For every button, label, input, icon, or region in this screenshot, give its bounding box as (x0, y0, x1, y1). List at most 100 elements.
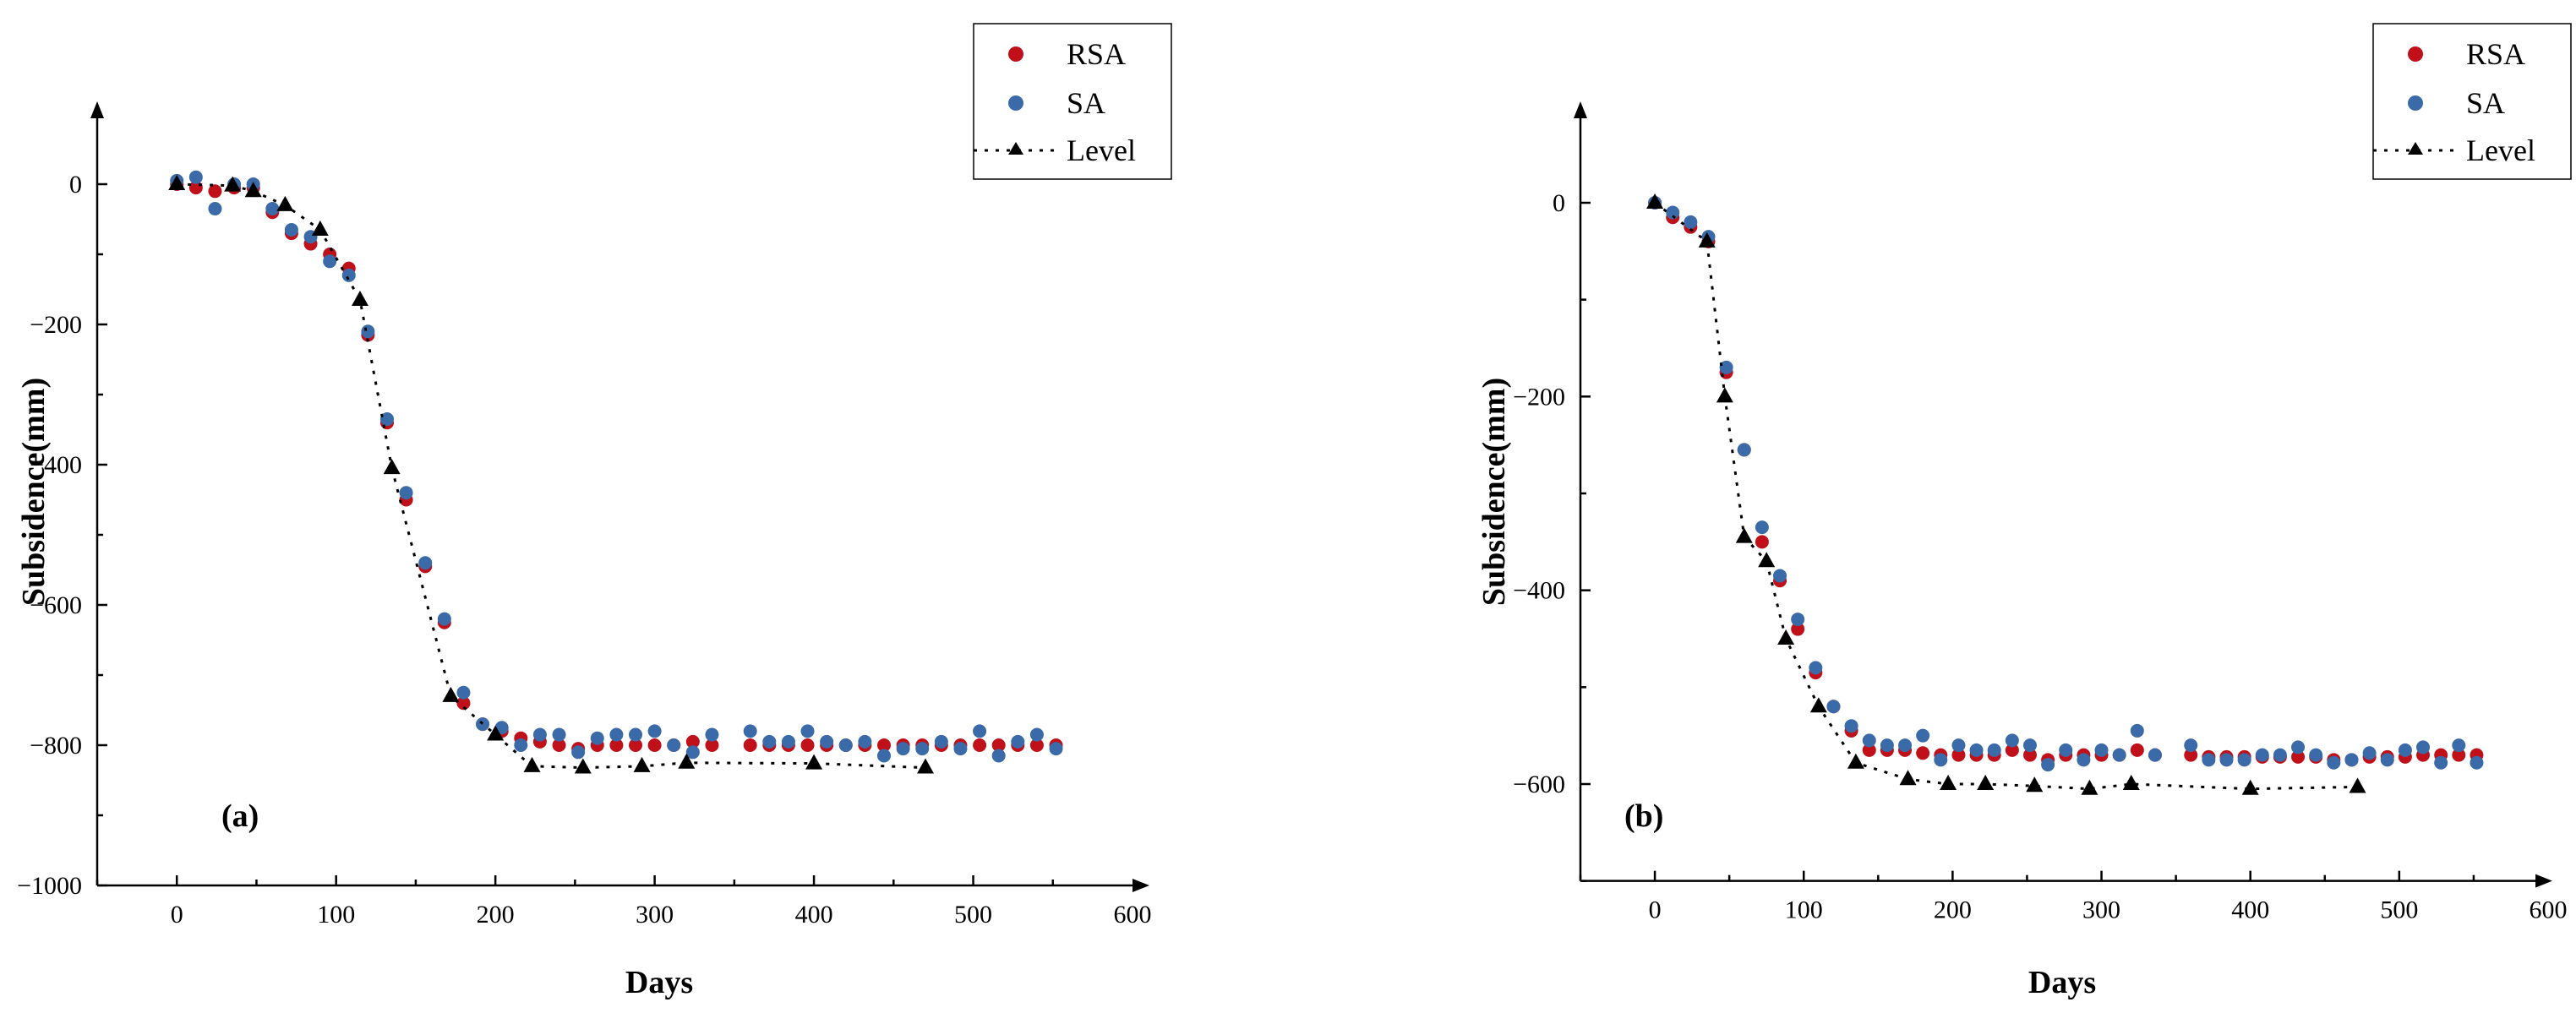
sa-point-a (552, 727, 566, 742)
sa-point-a (514, 738, 528, 752)
legend-level-marker-b (2408, 142, 2423, 155)
level-point-b (1809, 697, 1827, 713)
sa-point-b (2184, 738, 2198, 753)
legend-rsa-marker-a (1008, 46, 1023, 62)
panel-label-a: (a) (221, 798, 259, 834)
sa-point-b (2005, 733, 2019, 748)
sa-point-a (858, 734, 872, 749)
sa-point-b (2202, 753, 2216, 767)
level-point-b (2026, 776, 2044, 793)
sa-point-b (1684, 215, 1698, 229)
level-point-a (633, 756, 651, 772)
rsa-point-a (685, 734, 700, 749)
panel-label-b: (b) (1624, 798, 1663, 834)
sa-point-a (437, 612, 451, 626)
sa-point-a (781, 734, 795, 749)
rsa-point-b (2452, 748, 2466, 762)
sa-point-a (284, 222, 298, 237)
sa-point-b (2380, 753, 2394, 767)
legend-level-label-b: Level (2466, 133, 2535, 167)
level-point-b (2081, 779, 2098, 795)
sa-point-b (2077, 753, 2091, 767)
level-point-a (276, 195, 294, 211)
sa-point-a (647, 724, 662, 738)
rsa-point-b (1951, 748, 1966, 762)
level-point-b (1899, 770, 1917, 786)
x-tick-label-b: 600 (2530, 896, 2568, 924)
rsa-point-a (629, 738, 642, 752)
y-tick-label-b: −200 (1513, 383, 1565, 411)
sa-point-a (973, 724, 987, 738)
rsa-point-b (2005, 743, 2019, 757)
level-point-a (805, 754, 823, 770)
sa-point-b (1862, 733, 1876, 748)
rsa-point-b (2291, 749, 2306, 764)
sa-point-a (476, 717, 490, 732)
sa-point-a (609, 727, 624, 742)
level-point-b (1735, 527, 1753, 543)
legend-rsa-marker-b (2408, 46, 2423, 62)
rsa-point-a (705, 738, 719, 752)
rsa-point-b (1791, 622, 1805, 636)
sa-point-a (934, 734, 948, 749)
level-point-b (1847, 753, 1864, 769)
sa-point-b (2273, 748, 2287, 762)
sa-point-a (571, 745, 586, 760)
sa-point-b (1826, 700, 1841, 714)
level-point-a (168, 175, 186, 190)
level-point-a (244, 182, 262, 198)
sa-point-b (1916, 728, 1930, 743)
legend-level-marker-a (1008, 142, 1023, 155)
y-tick-label-a: −400 (30, 451, 82, 479)
sa-point-b (2148, 748, 2162, 762)
sa-point-a (629, 727, 642, 742)
x-axis-label-b: Days (2028, 965, 2096, 1000)
sa-point-b (1987, 743, 2001, 757)
sa-point-b (1773, 569, 1787, 583)
x-tick-label-a: 100 (317, 901, 355, 929)
rsa-point-b (1755, 535, 1769, 549)
series-level-line-b (1654, 201, 2358, 791)
y-tick-label-b: 0 (1553, 189, 1565, 217)
sa-point-a (361, 324, 375, 339)
x-tick-label-b: 300 (2082, 896, 2120, 924)
rsa-point-b (2022, 748, 2037, 762)
sa-point-a (743, 724, 757, 738)
y-tick-label-a: −800 (30, 732, 82, 760)
level-point-b (1940, 775, 1957, 790)
sa-point-b (2041, 758, 2055, 772)
rsa-point-a (552, 738, 566, 752)
x-tick-label-a: 300 (636, 901, 674, 929)
legend-sa-label-b: SA (2466, 86, 2505, 120)
level-point-a (311, 220, 329, 236)
sa-point-b (1898, 738, 1913, 753)
level-point-a (442, 686, 460, 702)
sa-point-b (2327, 755, 2341, 770)
rsa-point-a (208, 184, 222, 199)
sa-point-b (2130, 723, 2144, 738)
sa-point-a (323, 254, 337, 269)
sa-point-b (2309, 748, 2323, 762)
y-tick-label-a: −1000 (17, 872, 82, 900)
panel-b: 0 100 200 300 400 500 600 0 −200 −400 −600 Days Su… (1476, 23, 2572, 1000)
sa-point-b (2362, 746, 2377, 760)
x-tick-label-b: 0 (1649, 896, 1662, 924)
sa-point-a (418, 556, 433, 570)
sa-point-a (991, 749, 1006, 763)
rsa-point-a (456, 696, 471, 711)
sa-point-b (2434, 755, 2448, 770)
rsa-point-a (973, 738, 987, 752)
sa-point-b (1719, 360, 1733, 374)
y-axis-label-b: Subsidence(mm) (1476, 378, 1512, 606)
level-point-b (1646, 193, 1664, 209)
level-point-a (917, 758, 934, 774)
sa-point-b (2094, 743, 2109, 757)
x-tick-label-b: 400 (2231, 896, 2269, 924)
sa-point-b (2255, 748, 2269, 762)
sa-point-a (896, 742, 910, 756)
x-tick-label-a: 500 (954, 901, 992, 929)
sa-point-a (953, 742, 968, 756)
level-point-b (1977, 775, 1995, 790)
sa-point-a (380, 412, 394, 427)
sa-point-a (532, 727, 547, 742)
